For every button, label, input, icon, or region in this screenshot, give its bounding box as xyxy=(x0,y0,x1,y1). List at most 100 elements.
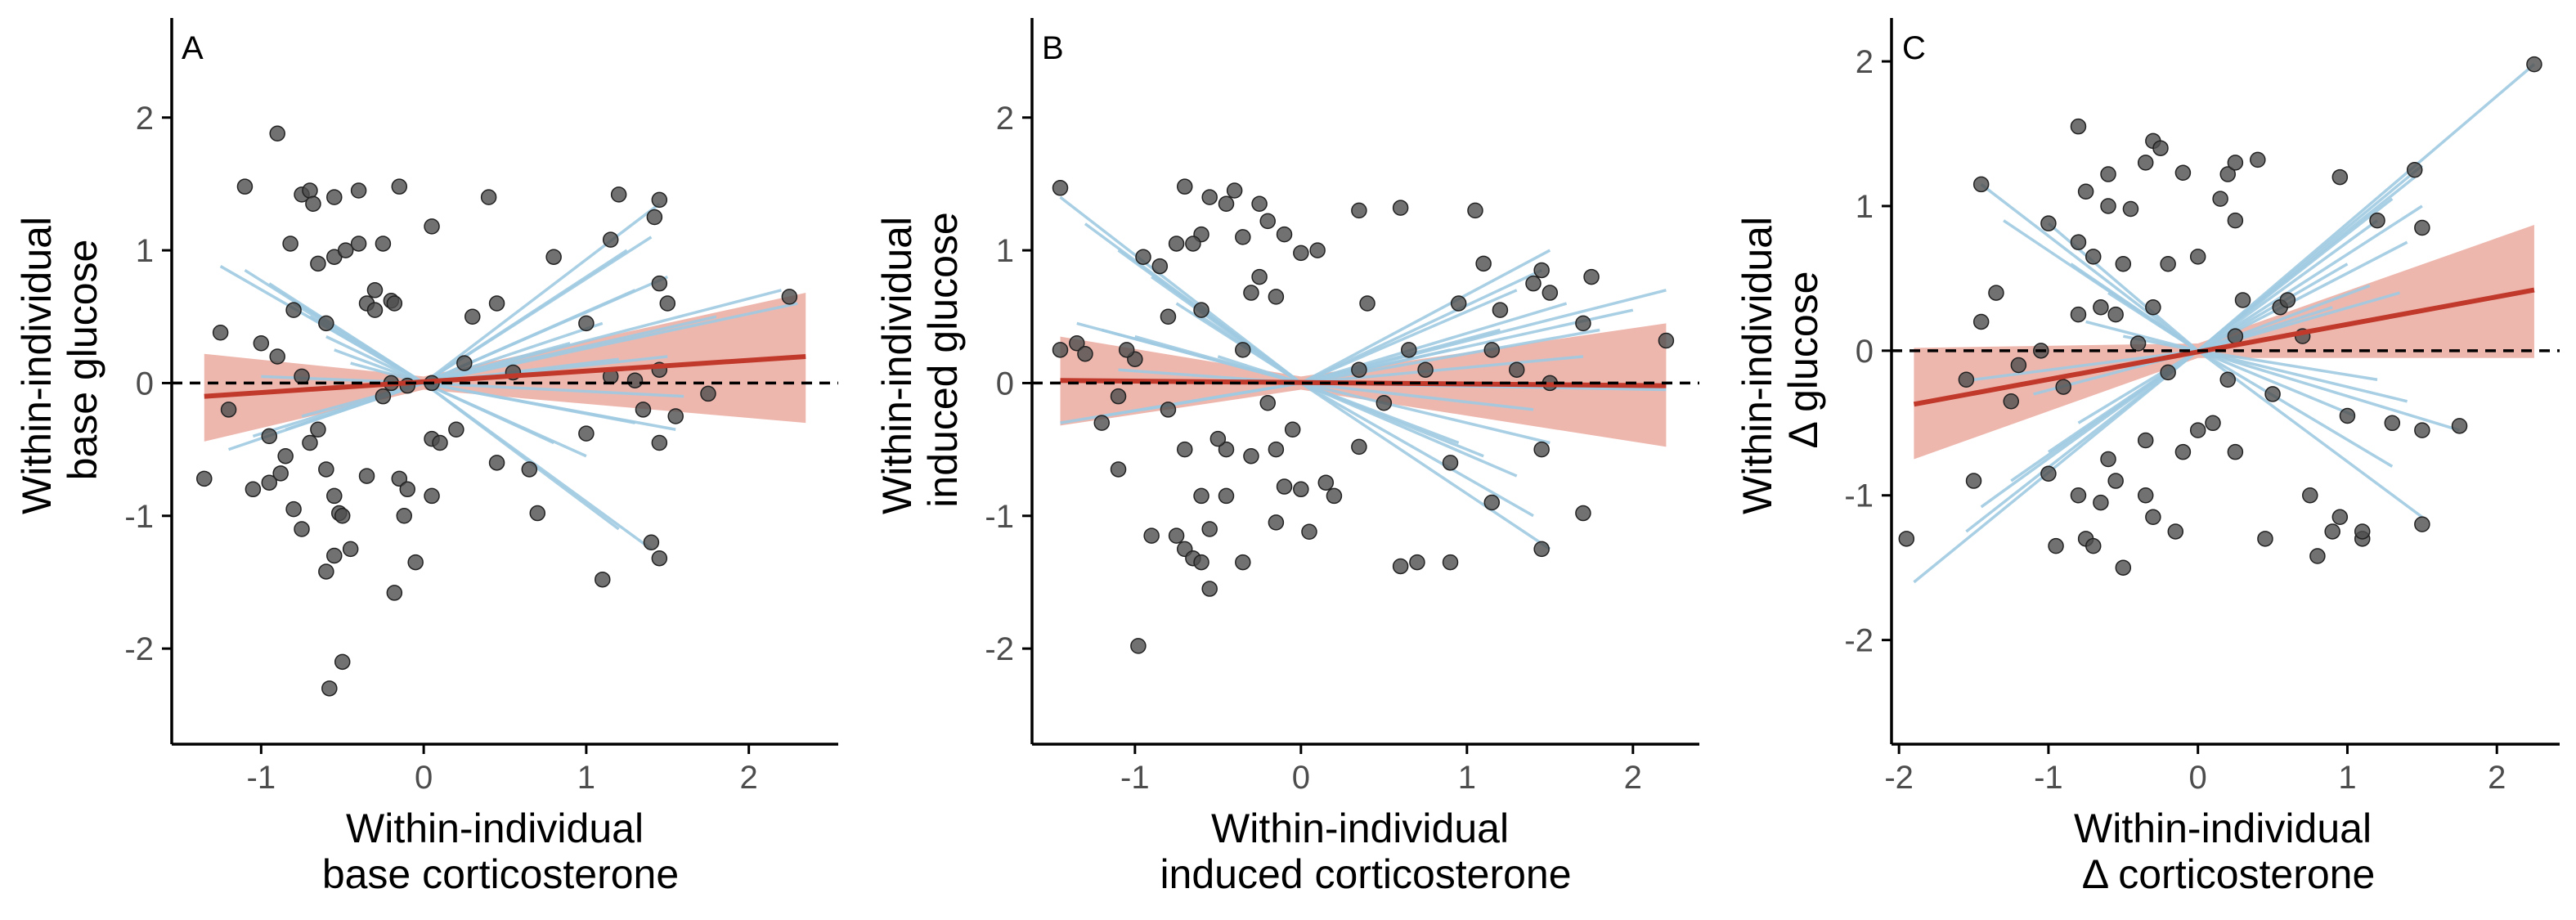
individual-slope-b xyxy=(1299,381,1551,550)
data-point-a xyxy=(366,282,384,298)
data-point-b xyxy=(1442,554,1459,571)
x-axis-title-a-line1: Within-individual xyxy=(346,806,644,851)
data-point-c xyxy=(2145,509,2161,526)
data-point-b xyxy=(1130,638,1147,654)
data-point-a xyxy=(294,521,310,537)
data-point-a xyxy=(391,178,408,195)
individual-slope-b xyxy=(1300,381,1534,411)
data-point-c xyxy=(2040,465,2057,482)
y-axis-title-a: Within-individual base glucose xyxy=(14,205,105,514)
y-tick-label-a: 0 xyxy=(136,366,154,402)
data-point-c xyxy=(2264,386,2281,402)
individual-slope-b xyxy=(1300,381,1460,445)
x-tick-label-b: 2 xyxy=(1624,760,1642,796)
data-point-b xyxy=(1525,275,1542,292)
data-point-b xyxy=(1268,441,1285,458)
data-point-c xyxy=(2250,151,2266,168)
individual-slope-a xyxy=(423,381,554,445)
data-point-c xyxy=(2189,249,2206,265)
data-point-c xyxy=(2137,487,2154,504)
data-point-a xyxy=(464,308,481,325)
data-point-b xyxy=(1259,213,1276,230)
data-point-a xyxy=(337,242,354,258)
x-tick-label-a: -1 xyxy=(247,760,276,796)
data-point-c xyxy=(2174,443,2192,460)
data-point-b xyxy=(1492,302,1509,318)
data-point-a xyxy=(220,402,237,418)
y-tick-label-b: -2 xyxy=(985,631,1014,667)
data-point-c xyxy=(2219,166,2236,182)
data-point-a xyxy=(302,434,318,451)
plot-area-c: -2 -1 0 1 2 -2 -1 0 1 2 xyxy=(1844,18,2560,796)
y-tick-label-a: -1 xyxy=(124,499,154,535)
data-point-c xyxy=(2040,215,2057,231)
data-point-b xyxy=(1135,249,1151,265)
data-point-c xyxy=(2451,418,2468,434)
data-point-a xyxy=(488,455,505,471)
data-point-c xyxy=(2354,523,2371,540)
x-axis-title-b-line1: Within-individual xyxy=(1211,806,1509,851)
data-point-b xyxy=(1317,474,1335,491)
y-tick-label-c: -1 xyxy=(1844,478,1874,514)
data-point-b xyxy=(1176,178,1193,195)
data-point-b xyxy=(1351,438,1367,456)
data-point-a xyxy=(643,534,660,550)
individual-slope-c xyxy=(2197,349,2461,432)
x-tick-label-c: 0 xyxy=(2189,760,2207,796)
x-tick-label-b: 0 xyxy=(1292,760,1310,796)
data-point-c xyxy=(1898,531,1915,547)
data-point-a xyxy=(326,547,343,564)
data-point-a xyxy=(196,470,213,487)
data-point-c xyxy=(2070,118,2087,135)
y-tick-label-a: 1 xyxy=(136,233,154,269)
data-point-a xyxy=(285,302,302,318)
data-point-c xyxy=(2369,212,2385,229)
data-point-b xyxy=(1376,395,1393,411)
data-point-a xyxy=(646,209,663,226)
x-tick-label-a: 0 xyxy=(415,760,433,796)
data-point-b xyxy=(1409,554,1425,571)
data-point-c xyxy=(2115,255,2132,272)
data-point-a xyxy=(253,334,270,352)
individual-slope-c xyxy=(2197,349,2356,418)
data-point-a xyxy=(424,218,440,235)
y-tick-label-b: -1 xyxy=(985,499,1014,535)
data-point-b xyxy=(1052,180,1069,196)
x-axis-title-c-line2: Δ corticosterone xyxy=(2082,851,2376,897)
data-point-a xyxy=(635,402,652,418)
data-point-a xyxy=(651,191,668,209)
data-point-b xyxy=(1276,226,1293,243)
data-point-b xyxy=(1235,342,1251,358)
data-point-b xyxy=(1575,315,1591,332)
data-point-c xyxy=(2077,183,2094,200)
individual-slope-c xyxy=(1965,349,2199,533)
data-point-b xyxy=(1467,202,1483,219)
data-point-a xyxy=(326,189,343,205)
data-point-b xyxy=(1226,182,1243,199)
data-point-c xyxy=(2234,292,2251,308)
data-point-c xyxy=(2100,451,2116,468)
data-point-b xyxy=(1326,487,1343,505)
data-point-b xyxy=(1301,523,1317,541)
data-point-a xyxy=(334,508,351,524)
panel-a: -1 0 1 2 -2 -1 0 1 2 A Within-individual base gl… xyxy=(14,18,838,897)
data-point-c xyxy=(2257,531,2273,547)
individual-slope-c xyxy=(2197,204,2423,352)
data-point-b xyxy=(1276,478,1293,495)
data-point-b xyxy=(1235,229,1251,245)
data-point-b xyxy=(1417,361,1434,378)
data-point-a xyxy=(318,563,334,580)
data-point-b xyxy=(1160,308,1177,325)
data-point-b xyxy=(1218,487,1235,505)
data-point-b xyxy=(1542,285,1559,301)
data-point-c xyxy=(2085,537,2102,554)
data-point-c xyxy=(2189,422,2206,438)
data-point-c xyxy=(2219,371,2236,388)
data-point-c xyxy=(2384,415,2401,432)
data-point-b xyxy=(1293,245,1309,262)
individual-slope-a xyxy=(423,321,604,385)
data-point-c xyxy=(1972,313,1990,330)
data-point-b xyxy=(1118,342,1135,358)
data-point-b xyxy=(1243,285,1259,301)
data-point-b xyxy=(1168,527,1185,544)
